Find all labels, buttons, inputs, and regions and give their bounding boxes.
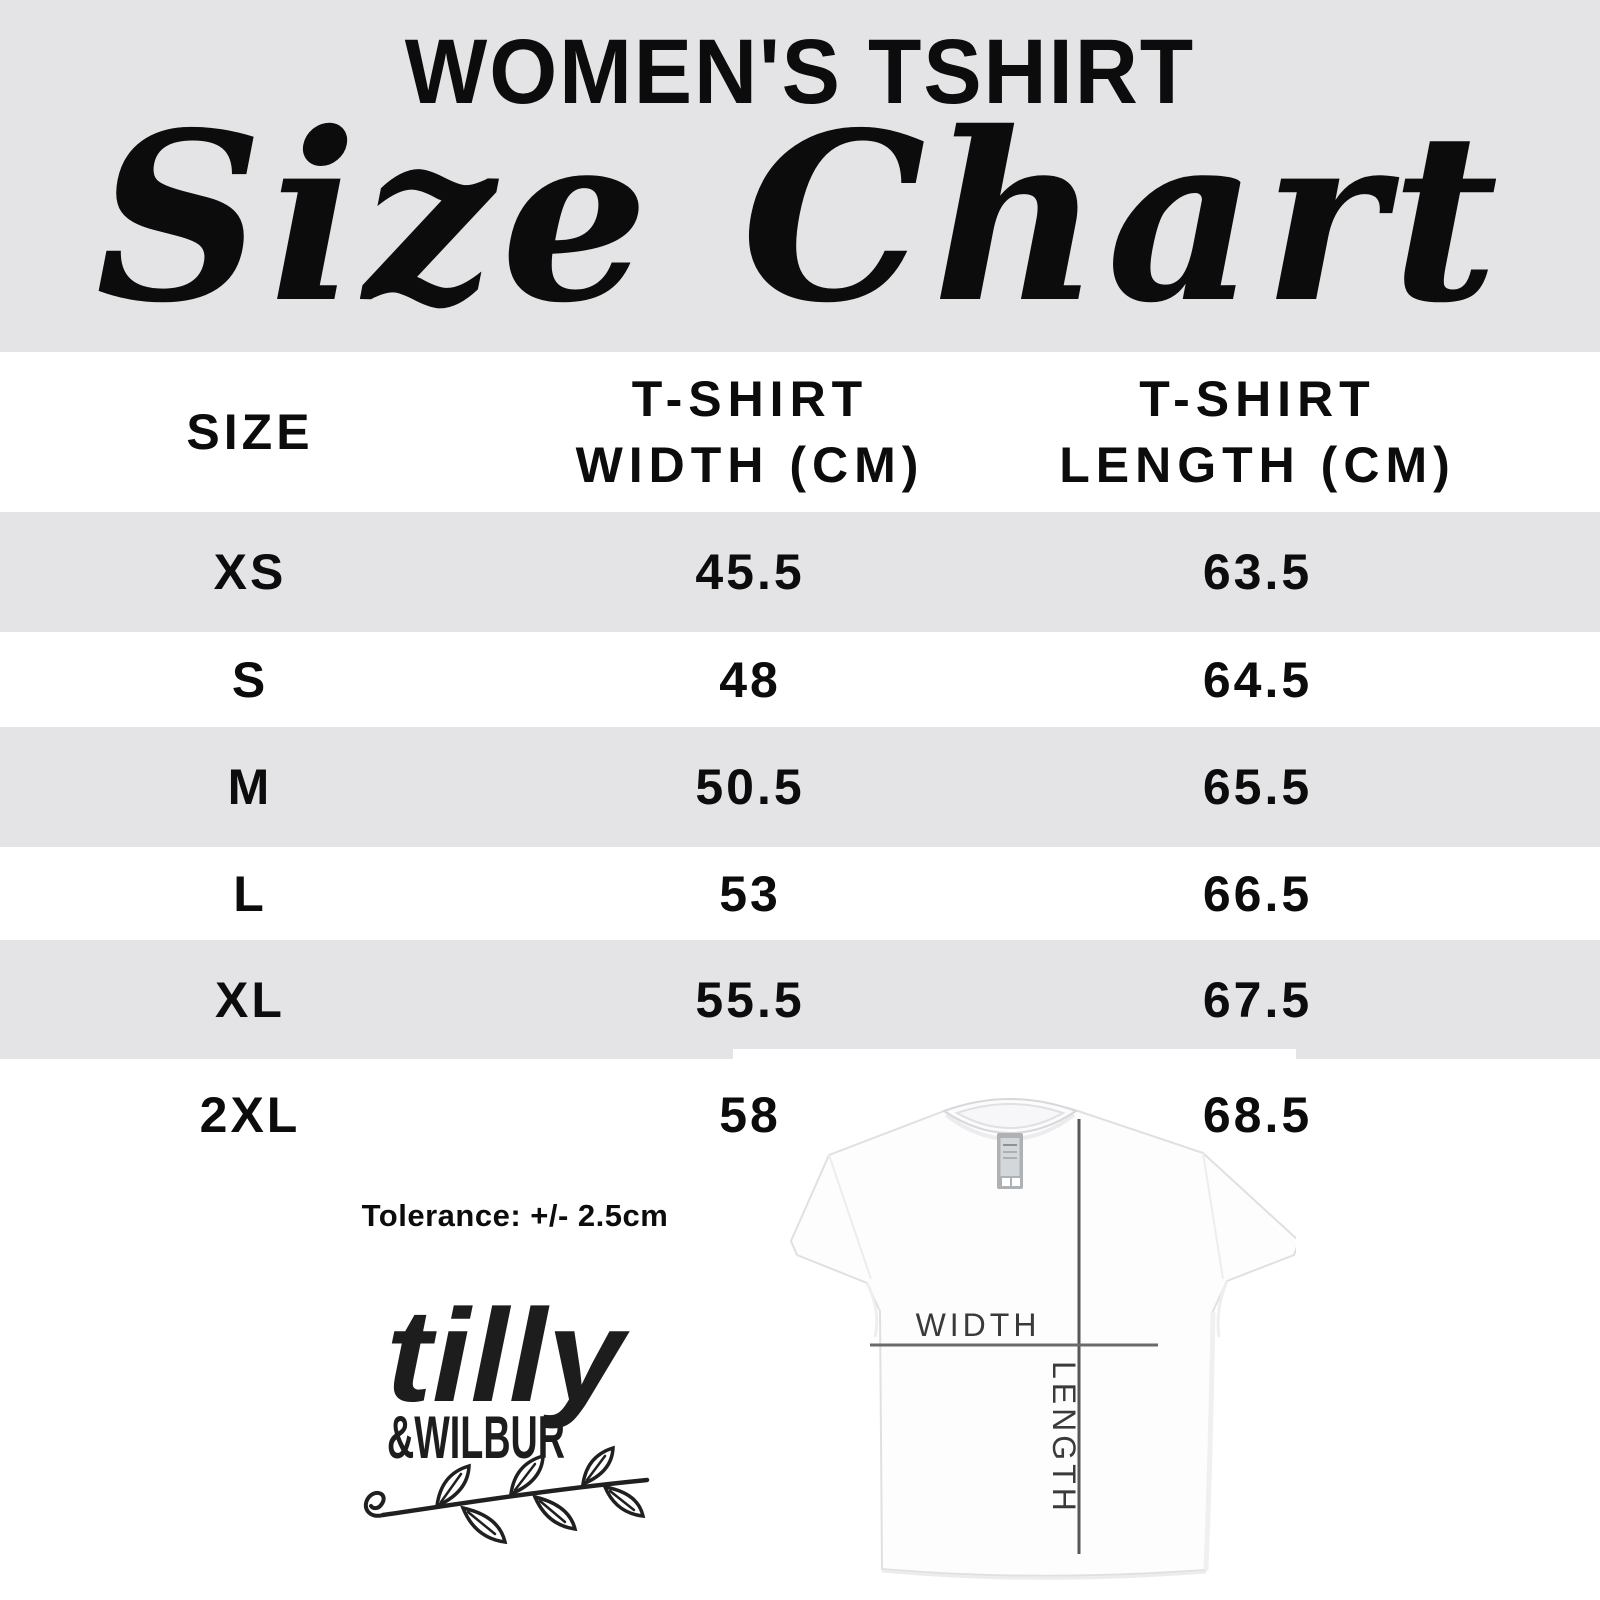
neck-tag-icon [997,1133,1023,1189]
side-shadow [1203,1311,1216,1571]
crease-left [865,1282,879,1338]
length-cell: 63.5 [1202,544,1313,600]
length-column-header: T-SHIRT LENGTH (CM) [1000,366,1515,498]
collar-opening [954,1103,1066,1129]
width-cell: 48 [719,651,781,708]
hem-shadow [881,1569,1207,1580]
header-band: WOMEN'S TSHIRT Size Chart [0,0,1600,352]
page-title: Size Chart [95,81,1505,354]
table-row-s: S 48 64.5 [0,632,1600,727]
length-cell: 66.5 [1202,865,1313,922]
length-column-header-line1: T-SHIRT [1139,371,1376,427]
length-column-header-line2: LENGTH (CM) [1059,437,1456,493]
table-row-m: M 50.5 65.5 [0,727,1600,847]
length-cell: 65.5 [1202,759,1313,815]
crease-right [1216,1280,1229,1338]
brand-script-text: tilly [386,1282,630,1429]
width-column-header-line2: WIDTH (CM) [575,437,925,493]
brand-logo-icon: tilly &WILBUR [363,1282,650,1545]
length-label: LENGTH [1046,1361,1082,1515]
size-column-header: SIZE [186,404,314,460]
table-row-xl: XL 55.5 67.5 [0,940,1600,1059]
size-cell: XL [215,971,285,1028]
table-row-xs: XS 45.5 63.5 [0,512,1600,632]
branch-leaves-icon [363,1445,650,1545]
length-cell: 68.5 [1202,1086,1313,1143]
table-row-l: L 53 66.5 [0,847,1600,940]
tshirt-figure: WIDTH LENGTH [733,1049,1300,1600]
size-cell: 2XL [199,1086,301,1143]
length-cell: 67.5 [1202,971,1313,1028]
width-cell: 45.5 [695,544,805,600]
width-label: WIDTH [916,1307,1041,1343]
width-cell: 50.5 [695,759,805,815]
table-header-row: SIZE T-SHIRT WIDTH (CM) T-SHIRT LENGTH (… [0,352,1600,512]
size-cell: M [227,759,273,815]
width-column-header: T-SHIRT WIDTH (CM) [500,366,1000,498]
sleeve-seam-left [828,1154,872,1280]
width-cell: 53 [719,865,781,922]
size-cell: L [233,865,267,922]
sleeve-seam-right [1202,1152,1224,1280]
width-cell: 55.5 [695,971,805,1028]
length-cell: 64.5 [1202,651,1313,708]
page-eyebrow: WOMEN'S TSHIRT [0,21,1600,123]
brand-logo: tilly &WILBUR [355,1278,665,1573]
tolerance-note: Tolerance: +/- 2.5cm [361,1198,669,1233]
size-cell: S [231,651,269,708]
page-eyebrow-text: WOMEN'S TSHIRT [404,21,1196,123]
width-column-header-line1: T-SHIRT [631,371,869,427]
width-cell: 58 [719,1086,781,1143]
tshirt-illustration-icon: WIDTH LENGTH [733,1049,1300,1600]
size-cell: XS [213,544,287,600]
